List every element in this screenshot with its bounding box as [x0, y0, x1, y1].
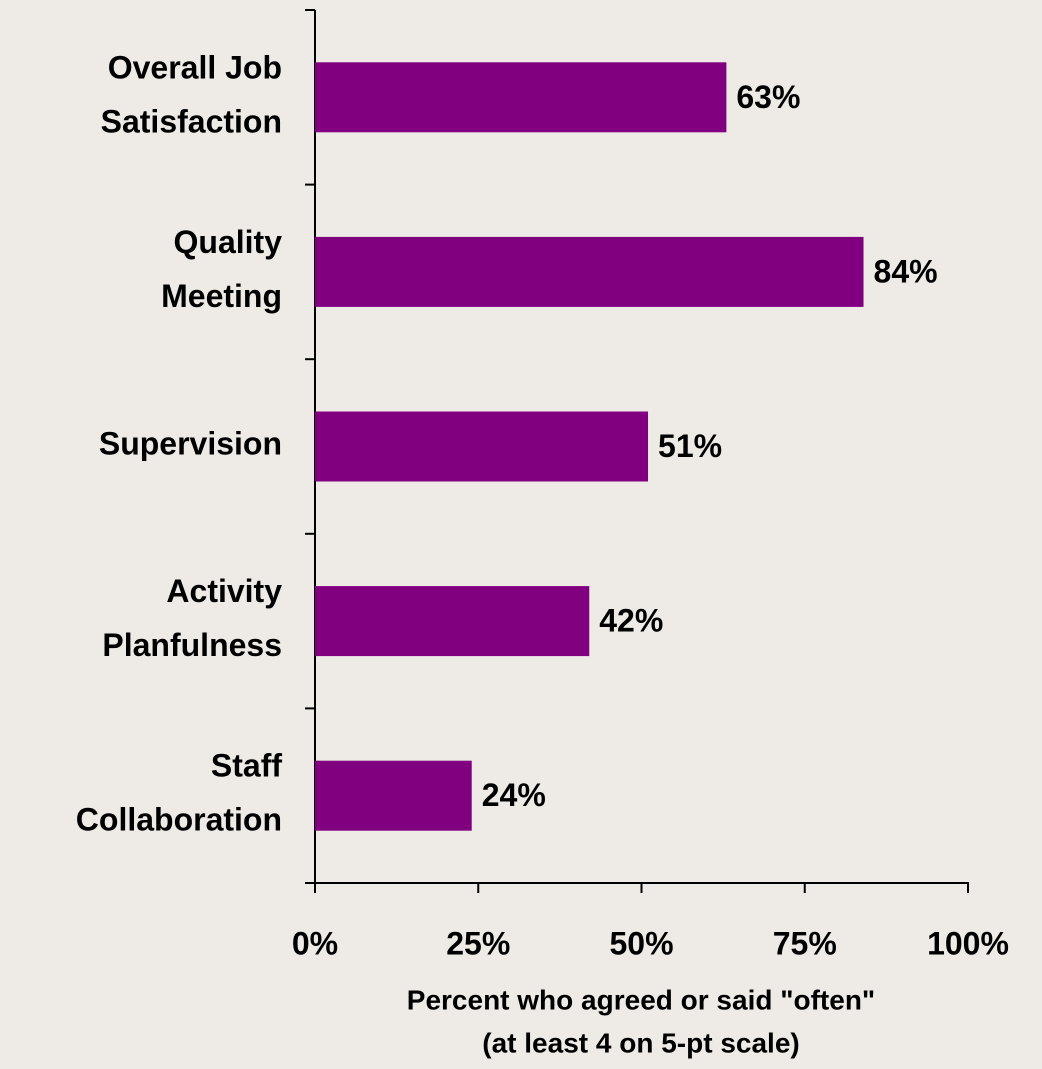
value-label: 51% — [658, 428, 722, 464]
bar — [315, 760, 472, 831]
x-tick-label: 50% — [609, 925, 673, 961]
y-tick-label: Supervision — [99, 426, 282, 462]
value-label: 42% — [599, 603, 663, 639]
bar — [315, 236, 864, 307]
bar — [315, 62, 727, 133]
value-label: 63% — [736, 79, 800, 115]
y-tick-label: Staff Collaboration — [76, 748, 283, 838]
y-tick-label: Activity Planfulness — [102, 574, 282, 664]
value-label: 84% — [874, 253, 938, 289]
x-axis-title: Percent who agreed or said "often" (at le… — [407, 985, 875, 1059]
y-tick-label: Quality Meeting — [161, 224, 282, 314]
x-tick-label: 0% — [292, 925, 338, 961]
x-tick-label: 25% — [446, 925, 510, 961]
x-tick-label: 100% — [927, 925, 1009, 961]
value-label: 24% — [482, 777, 546, 813]
bar — [315, 411, 649, 482]
bar — [315, 586, 590, 657]
y-tick-label: Overall Job Satisfaction — [101, 50, 282, 140]
x-tick-label: 75% — [773, 925, 837, 961]
